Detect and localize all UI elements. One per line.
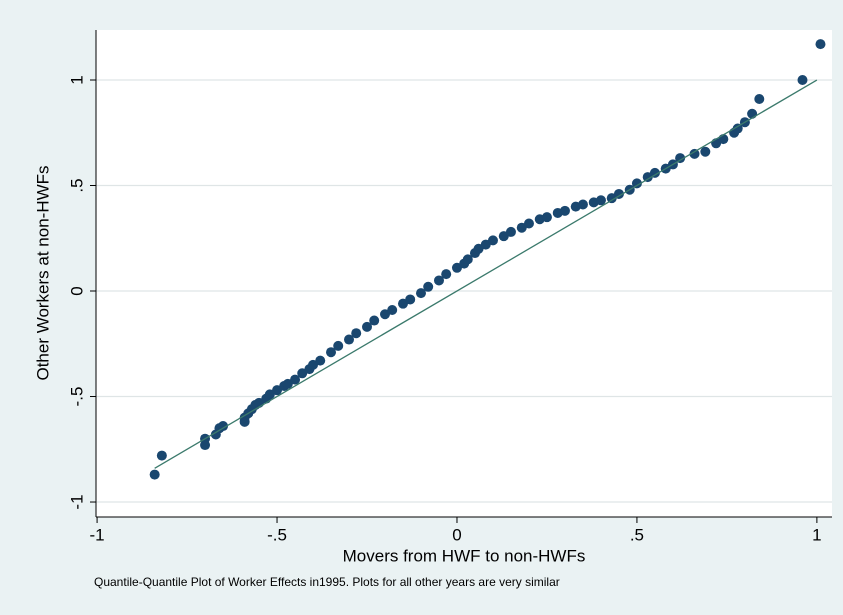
point <box>523 218 534 229</box>
y-tick-label: 1 <box>67 75 86 84</box>
point <box>797 75 808 86</box>
x-tick-label: .5 <box>630 525 644 544</box>
point <box>462 254 473 265</box>
point <box>362 321 373 332</box>
point <box>631 178 642 189</box>
point <box>505 226 516 237</box>
x-axis-title: Movers from HWF to non-HWFs <box>343 546 586 565</box>
note: Quantile-Quantile Plot of Worker Effects… <box>94 575 560 589</box>
point <box>405 294 416 305</box>
point <box>272 385 283 396</box>
point <box>415 288 426 299</box>
point <box>613 188 624 199</box>
point <box>282 378 293 389</box>
point <box>606 193 617 204</box>
point <box>369 315 380 326</box>
x-tick-label: -1 <box>90 525 105 544</box>
x-tick-label: 1 <box>812 525 821 544</box>
point <box>351 328 362 339</box>
x-tick-label: 0 <box>452 525 461 544</box>
point <box>451 262 462 273</box>
point <box>815 39 826 50</box>
x-tick-label: -.5 <box>267 525 287 544</box>
y-axis-title: Other Workers at non-HWFs <box>33 165 52 380</box>
point <box>218 421 229 432</box>
point <box>595 195 606 206</box>
y-tick-label: .5 <box>67 178 86 192</box>
point <box>433 275 444 286</box>
reference-line <box>154 79 818 469</box>
point <box>541 212 552 223</box>
point <box>498 231 509 242</box>
y-tick-label: 0 <box>67 286 86 295</box>
point <box>264 389 275 400</box>
point <box>559 205 570 216</box>
point <box>387 305 398 316</box>
point <box>308 359 319 370</box>
point <box>473 243 484 254</box>
point <box>423 281 434 292</box>
point <box>297 368 308 379</box>
point <box>689 148 700 159</box>
point <box>326 347 337 358</box>
point <box>732 123 743 134</box>
point <box>290 374 301 385</box>
point <box>516 222 527 233</box>
point <box>333 340 344 351</box>
point <box>649 167 660 178</box>
point <box>577 199 588 210</box>
point <box>441 269 452 280</box>
point <box>380 309 391 320</box>
point <box>754 93 765 104</box>
point <box>149 469 160 480</box>
point <box>344 334 355 345</box>
point <box>487 235 498 246</box>
point <box>315 355 326 366</box>
point <box>156 450 167 461</box>
point <box>642 172 653 183</box>
point <box>675 153 686 164</box>
point <box>480 239 491 250</box>
point <box>700 146 711 157</box>
point <box>397 298 408 309</box>
y-tick-label: -1 <box>67 494 86 509</box>
y-tick-label: -.5 <box>67 387 86 407</box>
